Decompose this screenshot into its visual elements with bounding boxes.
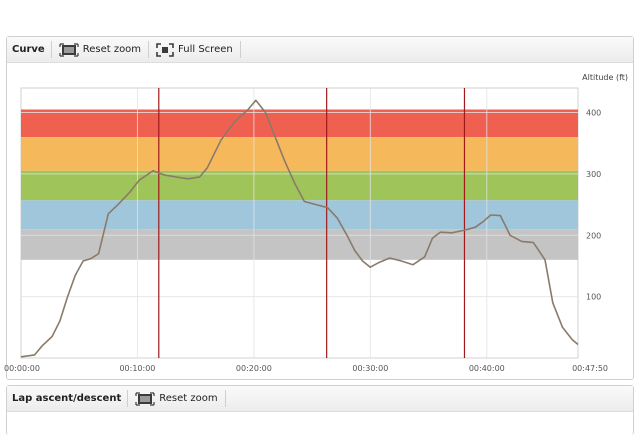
x-tick-label: 00:00:00 — [4, 364, 40, 373]
y-tick-label: 100 — [586, 293, 601, 302]
x-tick-label: 00:40:00 — [469, 364, 505, 373]
full-screen-icon — [156, 42, 174, 57]
y-tick-label: 200 — [586, 231, 601, 240]
zone-band — [21, 229, 578, 260]
x-tick-label: 00:30:00 — [352, 364, 388, 373]
lap-reset-zoom-button[interactable]: Reset zoom — [128, 386, 224, 411]
toolbar-separator — [239, 41, 241, 58]
reset-zoom-icon — [135, 391, 155, 406]
altitude-line — [20, 99, 579, 358]
zone-band — [21, 137, 578, 171]
toolbar-separator — [148, 41, 150, 58]
y-axis-label: Altitude (ft) — [582, 73, 628, 82]
lap-panel: Lap ascent/descent Reset zoom — [6, 385, 634, 435]
zone-band — [21, 109, 578, 138]
zone-band — [21, 170, 578, 201]
reset-zoom-button[interactable]: Reset zoom — [52, 37, 148, 62]
toolbar-separator — [224, 390, 226, 407]
altitude-chart[interactable]: 00:00:00 00:10:00 00:20:00 00:30:00 00:40:00… — [0, 0, 640, 380]
full-screen-label: Full Screen — [178, 44, 233, 55]
full-screen-button[interactable]: Full Screen — [149, 37, 240, 62]
lap-reset-zoom-label: Reset zoom — [159, 393, 218, 404]
curve-title: Curve — [12, 44, 45, 55]
x-tick-label: 00:20:00 — [236, 364, 272, 373]
zone-band — [21, 200, 578, 230]
toolbar-separator — [127, 390, 129, 407]
x-tick-label: 00:47:50 — [572, 364, 608, 373]
curve-toolbar: Curve Reset zoom Full Screen — [7, 37, 633, 63]
lap-toolbar: Lap ascent/descent Reset zoom — [7, 386, 633, 412]
toolbar-separator — [50, 41, 52, 58]
lap-title: Lap ascent/descent — [12, 393, 122, 404]
reset-zoom-label: Reset zoom — [82, 44, 142, 55]
y-tick-label: 300 — [586, 170, 601, 179]
x-tick-label: 00:10:00 — [119, 364, 155, 373]
reset-zoom-icon — [59, 42, 79, 57]
y-tick-label: 400 — [586, 109, 601, 118]
